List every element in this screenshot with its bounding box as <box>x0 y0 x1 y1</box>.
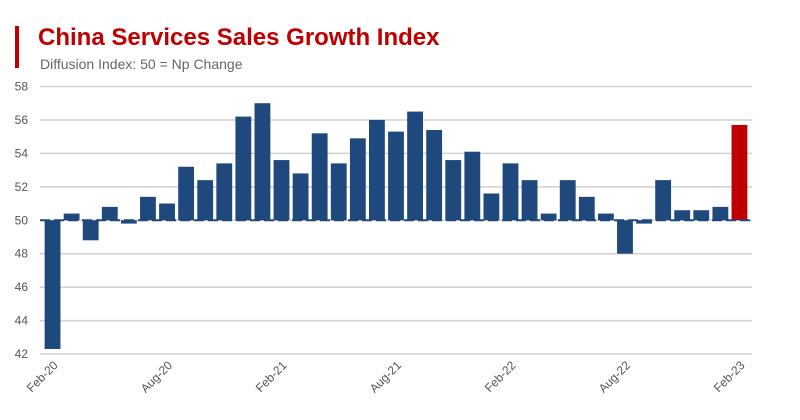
y-tick-label: 56 <box>15 113 29 127</box>
bar-Aug-20 <box>159 203 175 221</box>
bar-Aug-21 <box>388 131 404 221</box>
bar-Sep-21 <box>407 111 423 221</box>
bar-Nov-22 <box>674 210 691 221</box>
bar-Feb-23 <box>731 124 748 221</box>
x-tick-label: Aug-21 <box>367 358 404 395</box>
x-tick-label: Feb-23 <box>711 358 748 395</box>
y-tick-label: 46 <box>15 280 29 294</box>
bar-Apr-21 <box>311 133 328 221</box>
x-tick-label: Aug-22 <box>596 358 633 395</box>
bar-May-21 <box>330 163 347 221</box>
bar-Dec-20 <box>235 116 252 221</box>
bar-Sep-22 <box>636 220 652 224</box>
bar-Jul-20 <box>140 196 156 221</box>
y-tick-label: 52 <box>15 180 29 194</box>
bar-Jan-22 <box>483 193 500 221</box>
bar-Jan-23 <box>712 206 729 221</box>
bar-Jul-21 <box>369 119 385 221</box>
bar-Aug-22 <box>617 220 633 254</box>
y-tick-label: 50 <box>15 213 29 227</box>
bar-Nov-20 <box>216 163 233 221</box>
x-tick-label: Aug-20 <box>138 358 175 395</box>
y-tick-label: 48 <box>15 247 29 261</box>
bar-Feb-20 <box>44 220 61 349</box>
chart-subtitle: Diffusion Index: 50 = Np Change <box>40 56 243 72</box>
bar-Jun-20 <box>120 220 137 224</box>
y-tick-label: 54 <box>15 146 29 160</box>
bar-Mar-20 <box>63 213 80 221</box>
bar-Jun-22 <box>578 196 595 221</box>
y-tick-label: 44 <box>15 314 29 328</box>
bar-Oct-20 <box>197 180 214 221</box>
bar-Dec-21 <box>464 151 481 221</box>
bar-Oct-22 <box>655 180 672 221</box>
bar-Apr-20 <box>82 220 99 241</box>
title-accent-bar <box>15 26 19 68</box>
bar-Jun-21 <box>349 138 366 221</box>
bar-Mar-22 <box>521 180 538 221</box>
bar-Oct-21 <box>426 129 443 221</box>
bar-Apr-22 <box>540 213 557 221</box>
y-tick-label: 42 <box>15 347 29 361</box>
bar-Feb-21 <box>273 160 290 221</box>
x-tick-label: Feb-20 <box>24 358 61 395</box>
x-tick-label: Feb-22 <box>482 358 519 395</box>
y-tick-label: 58 <box>15 80 29 94</box>
bar-Sep-20 <box>178 166 195 221</box>
bar-Nov-21 <box>445 160 462 221</box>
bar-Dec-22 <box>693 210 710 221</box>
bar-Mar-21 <box>292 173 309 221</box>
bar-May-20 <box>101 206 118 221</box>
bar-May-22 <box>559 180 576 221</box>
chart-title: China Services Sales Growth Index <box>38 24 440 51</box>
x-tick-label: Feb-21 <box>253 358 290 395</box>
bar-Jul-22 <box>597 213 614 221</box>
bar-Feb-22 <box>502 163 519 221</box>
bar-Jan-21 <box>254 103 271 221</box>
